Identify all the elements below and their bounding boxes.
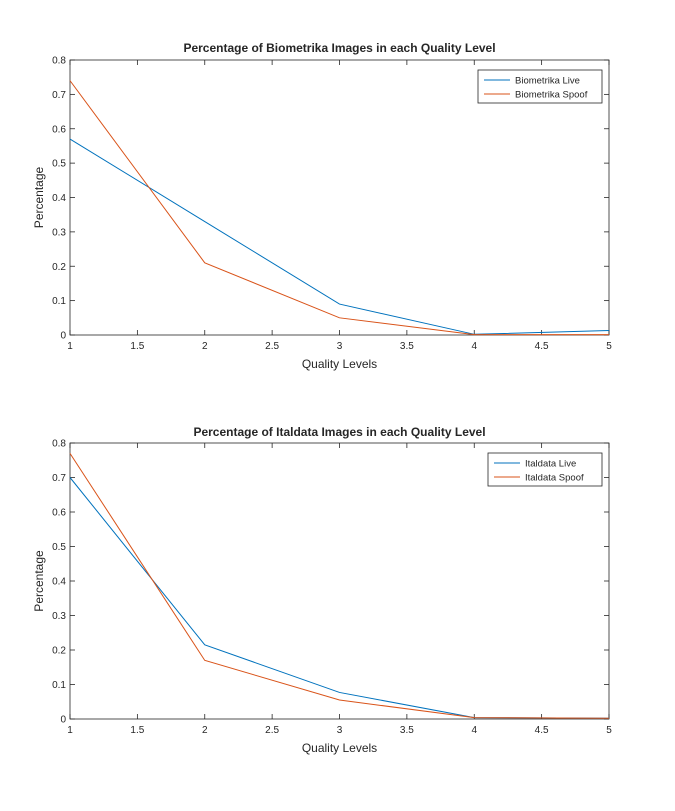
y-tick-label: 0.7 xyxy=(52,90,66,101)
y-tick-label: 0 xyxy=(60,715,66,726)
x-tick-label: 5 xyxy=(606,341,612,352)
x-tick-label: 1 xyxy=(67,341,73,352)
axes-box xyxy=(69,59,610,336)
x-tick-label: 4.5 xyxy=(535,341,549,352)
y-tick-label: 0.3 xyxy=(52,611,66,622)
legend-label-live: Italdata Live xyxy=(525,459,576,470)
spoof-series-line xyxy=(69,453,610,719)
x-tick-label: 3 xyxy=(337,341,343,352)
series-lines xyxy=(69,80,610,336)
x-tick-label: 2.5 xyxy=(265,341,279,352)
x-tick-label: 2 xyxy=(202,725,208,736)
y-axis-label: Percentage xyxy=(32,550,46,612)
x-tick-label: 2 xyxy=(202,341,208,352)
legend: Italdata Live Italdata Spoof xyxy=(487,452,603,487)
y-tick-label: 0.6 xyxy=(52,124,66,135)
y-tick-label: 0.1 xyxy=(52,296,66,307)
x-tick-label: 1.5 xyxy=(130,725,144,736)
x-tick-label: 3.5 xyxy=(400,725,414,736)
x-axis-label: Quality Levels xyxy=(302,357,377,371)
y-tick-label: 0.4 xyxy=(52,577,66,588)
x-tick-label: 4.5 xyxy=(535,725,549,736)
legend: Biometrika Live Biometrika Spoof xyxy=(477,69,603,104)
y-tick-label: 0.2 xyxy=(52,262,66,273)
y-tick-label: 0.3 xyxy=(52,227,66,238)
x-tick-label: 2.5 xyxy=(265,725,279,736)
legend-label-spoof: Biometrika Spoof xyxy=(515,90,588,101)
chart-biometrika: Percentage of Biometrika Images in each … xyxy=(32,41,612,371)
legend-label-spoof: Italdata Spoof xyxy=(525,473,584,484)
legend-box xyxy=(487,452,603,487)
chart-title: Percentage of Biometrika Images in each … xyxy=(183,41,495,55)
x-tick-label: 5 xyxy=(606,725,612,736)
y-tick-label: 0.5 xyxy=(52,542,66,553)
y-axis: 0 0.1 0.2 0.3 0.4 0.5 0.6 0.7 0.8 xyxy=(52,439,609,726)
y-tick-label: 0.5 xyxy=(52,159,66,170)
plot-area: 1 1.5 2 2.5 3 3.5 4 4.5 5 0 0.1 0.2 0.3 0.4 0.5 0.6 0.7… xyxy=(52,439,612,737)
legend-label-live: Biometrika Live xyxy=(515,76,580,87)
series-lines xyxy=(69,453,610,719)
x-axis: 1 1.5 2 2.5 3 3.5 4 4.5 5 xyxy=(67,443,612,736)
y-tick-label: 0.8 xyxy=(52,56,66,67)
y-axis-label: Percentage xyxy=(32,166,46,228)
x-tick-label: 3.5 xyxy=(400,341,414,352)
y-tick-label: 0 xyxy=(60,331,66,342)
y-tick-label: 0.8 xyxy=(52,439,66,450)
plot-area: 1 1.5 2 2.5 3 3.5 4 4.5 5 0 0.1 0.2 0.3 0.4 0.5 0.6 0.7… xyxy=(52,56,612,353)
x-tick-label: 1.5 xyxy=(130,341,144,352)
x-tick-label: 3 xyxy=(337,725,343,736)
x-axis-label: Quality Levels xyxy=(302,741,377,755)
spoof-series-line xyxy=(69,80,609,336)
x-tick-label: 4 xyxy=(471,725,477,736)
y-tick-label: 0.1 xyxy=(52,680,66,691)
live-series-line xyxy=(69,138,610,335)
y-tick-label: 0.6 xyxy=(52,508,66,519)
x-tick-label: 1 xyxy=(67,725,73,736)
y-axis: 0 0.1 0.2 0.3 0.4 0.5 0.6 0.7 0.8 xyxy=(52,56,609,342)
legend-box xyxy=(477,69,603,104)
x-axis: 1 1.5 2 2.5 3 3.5 4 4.5 5 xyxy=(67,60,612,352)
axes-box xyxy=(69,442,610,720)
chart-italdata: Percentage of Italdata Images in each Qu… xyxy=(32,425,612,755)
y-tick-label: 0.2 xyxy=(52,646,66,657)
y-tick-label: 0.4 xyxy=(52,193,66,204)
y-tick-label: 0.7 xyxy=(52,473,66,484)
chart-title: Percentage of Italdata Images in each Qu… xyxy=(193,425,485,439)
x-tick-label: 4 xyxy=(471,341,477,352)
